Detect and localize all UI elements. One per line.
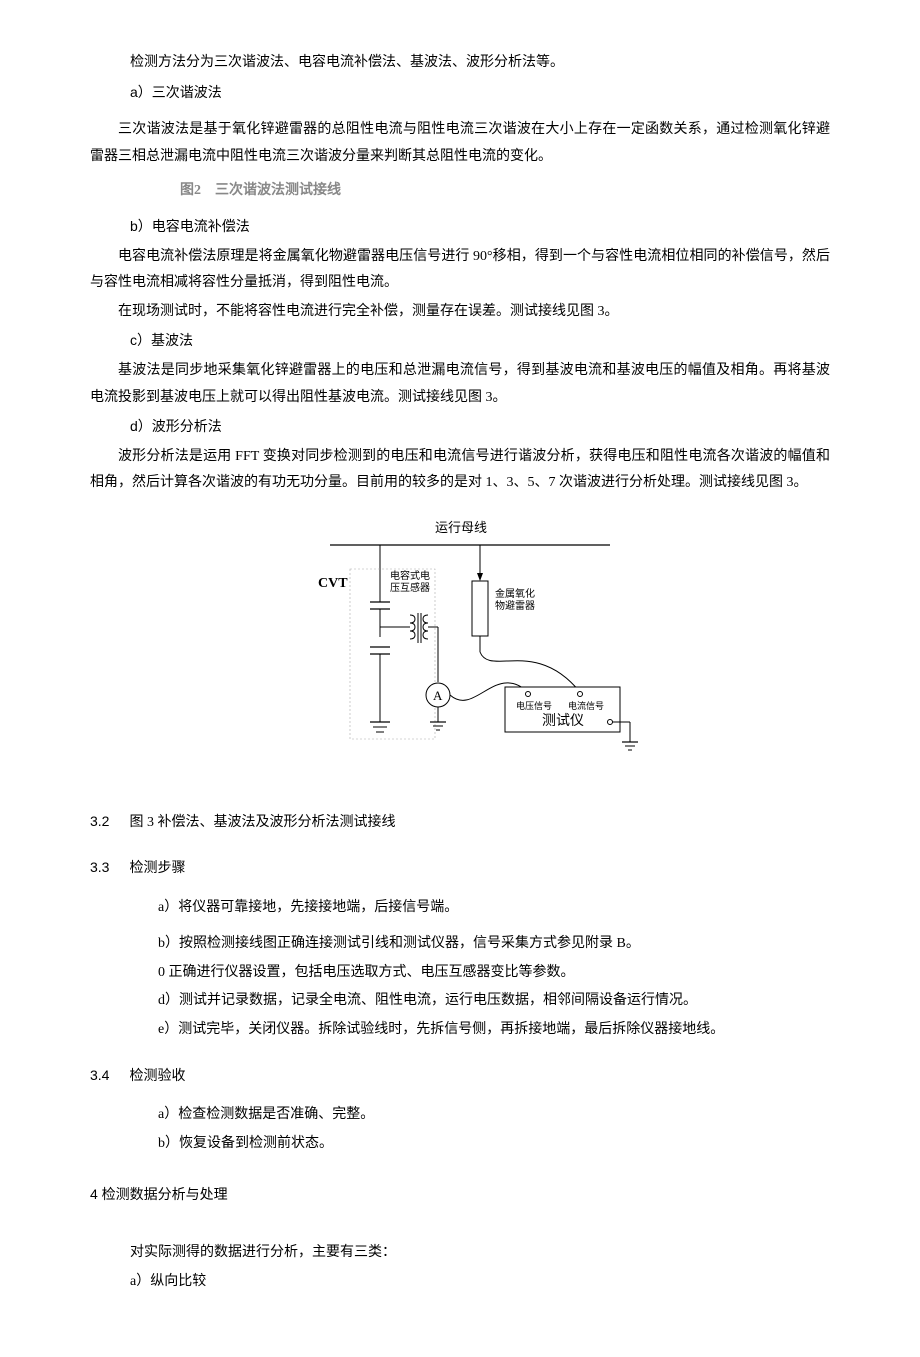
xfmr-secondary (423, 615, 428, 639)
item-d-desc: 波形分析法是运用 FFT 变换对同步检测到的电压和电流信号进行谐波分析，获得电压… (90, 444, 830, 497)
item-b-desc2: 在现场测试时，不能将容性电流进行完全补偿，测量存在误差。测试接线见图 3。 (90, 299, 830, 326)
sec-3-4-title: 检测验收 (129, 1069, 185, 1084)
sec33-b: b）按照检测接线图正确连接测试引线和测试仪器，信号采集方式参见附录 B。 (90, 931, 830, 958)
item-a-desc: 三次谐波法是基于氧化锌避雷器的总阻性电流与阻性电流三次谐波在大小上存在一定函数关… (90, 117, 830, 170)
sec-3-3-title: 检测步骤 (129, 861, 185, 876)
sec33-d: d）测试并记录数据，记录全电流、阻性电流，运行电压数据，相邻间隔设备运行情况。 (90, 988, 830, 1015)
sec-3-4-num: 3.4 (90, 1067, 109, 1083)
item-b-label: b）电容电流补偿法 (90, 213, 830, 242)
fig2-caption: 图2 三次谐波法测试接线 (90, 178, 830, 205)
sec-3-4: 3.4 检测验收 (90, 1062, 830, 1091)
item-c-label-text: c）基波法 (130, 332, 193, 348)
current-sig-label: 电流信号 (568, 700, 604, 711)
sec-3-2-title: 图 3 补偿法、基波法及波形分析法测试接线 (129, 815, 395, 830)
arrester-body (472, 581, 488, 636)
meter-label: A (433, 688, 443, 703)
circuit-svg: 运行母线 CVT 电容式电 压互感器 A 金属氧化 物避雷器 (280, 517, 640, 787)
sec33-e: e）测试完毕，关闭仪器。拆除试验线时，先拆信号侧，再拆接地端，最后拆除仪器接地线… (90, 1017, 830, 1044)
item-b-label-text: b）电容电流补偿法 (130, 218, 250, 234)
sec4-p1: 对实际测得的数据进行分析，主要有三类： (90, 1240, 830, 1267)
item-b-desc1: 电容电流补偿法原理是将金属氧化物避雷器电压信号进行 90°移相，得到一个与容性电… (90, 244, 830, 297)
sec-4: 4 检测数据分析与处理 (90, 1181, 830, 1210)
arrow-icon (477, 573, 483, 581)
sec34-a: a）检查检测数据是否准确、完整。 (90, 1102, 830, 1129)
item-c-desc: 基波法是同步地采集氧化锌避雷器上的电压和总泄漏电流信号，得到基波电流和基波电压的… (90, 358, 830, 411)
item-a-label: a）三次谐波法 (90, 79, 830, 108)
p-methods-overview: 检测方法分为三次谐波法、电容电流补偿法、基波法、波形分析法等。 (90, 50, 830, 77)
arrester-label1: 金属氧化 (495, 587, 535, 600)
cvt-sub1: 电容式电 (390, 569, 430, 582)
item-d-label-text: d）波形分析法 (130, 418, 222, 434)
arrester-label2: 物避雷器 (495, 599, 535, 612)
sec-3-3: 3.3 检测步骤 (90, 854, 830, 883)
cvt-box (350, 569, 435, 739)
sec-4-title: 4 检测数据分析与处理 (90, 1186, 228, 1202)
tester-label: 测试仪 (542, 713, 584, 729)
cvt-sub2: 压互感器 (390, 581, 430, 594)
item-d-label: d）波形分析法 (90, 413, 830, 442)
item-c-label: c）基波法 (90, 327, 830, 356)
sec4-a: a）纵向比较 (90, 1269, 830, 1296)
sec-3-2: 3.2 图 3 补偿法、基波法及波形分析法测试接线 (90, 808, 830, 837)
sec34-b: b）恢复设备到检测前状态。 (90, 1131, 830, 1158)
sec-3-3-num: 3.3 (90, 859, 109, 875)
xfmr-primary (410, 615, 415, 639)
bus-label: 运行母线 (435, 520, 487, 535)
sec33-c: 0 正确进行仪器设置，包括电压选取方式、电压互感器变比等参数。 (90, 960, 830, 987)
sec33-a: a）将仪器可靠接地，先接接地端，后接信号端。 (90, 895, 830, 922)
voltage-sig-label: 电压信号 (516, 700, 552, 711)
sec-3-2-num: 3.2 (90, 813, 109, 829)
figure-3-diagram: 运行母线 CVT 电容式电 压互感器 A 金属氧化 物避雷器 (90, 517, 830, 798)
item-a-label-text: a）三次谐波法 (130, 84, 222, 100)
cvt-label: CVT (318, 576, 348, 591)
